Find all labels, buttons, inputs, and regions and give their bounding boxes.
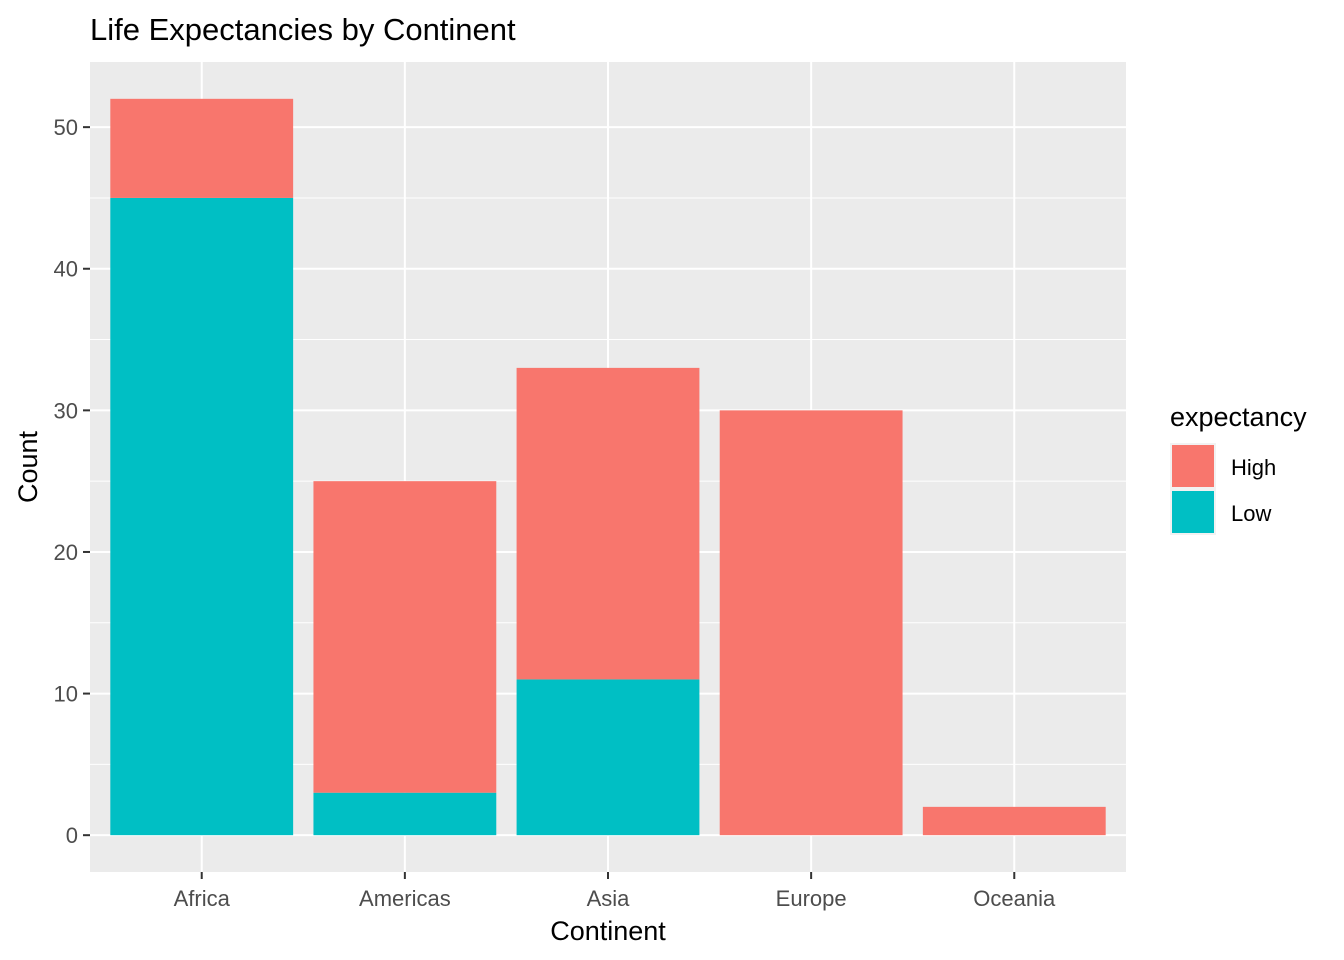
- y-tick-label: 0: [66, 823, 78, 848]
- legend: expectancy High Low: [1170, 402, 1307, 535]
- legend-swatch-low: [1172, 491, 1214, 533]
- bar-asia-high: [516, 367, 700, 680]
- x-tick-label: Africa: [174, 886, 231, 911]
- y-tick-label: 10: [54, 682, 78, 707]
- y-tick-label: 40: [54, 257, 78, 282]
- x-tick-label: Europe: [776, 886, 847, 911]
- bar-africa-low: [110, 197, 294, 836]
- y-tick-label: 30: [54, 398, 78, 423]
- x-tick-label: Asia: [587, 886, 631, 911]
- x-tick-label: Oceania: [973, 886, 1056, 911]
- bar-asia-low: [516, 679, 700, 836]
- bar-europe-high: [719, 410, 903, 836]
- legend-swatch-high: [1172, 445, 1214, 487]
- bar-oceania-high: [922, 806, 1106, 836]
- chart-title: Life Expectancies by Continent: [90, 12, 516, 47]
- legend-title: expectancy: [1170, 402, 1307, 432]
- bars: [110, 98, 1106, 836]
- x-axis: Africa Americas Asia Europe Oceania: [174, 872, 1056, 911]
- y-tick-label: 50: [54, 115, 78, 140]
- y-tick-label: 20: [54, 540, 78, 565]
- legend-label-high: High: [1231, 455, 1276, 480]
- x-tick-label: Americas: [359, 886, 451, 911]
- bar-americas-low: [313, 792, 497, 836]
- bar-africa-high: [110, 98, 294, 198]
- legend-label-low: Low: [1231, 501, 1271, 526]
- bar-americas-high: [313, 481, 497, 793]
- y-axis: 0 10 20 30 40 50: [54, 115, 90, 848]
- y-axis-title: Count: [13, 430, 43, 503]
- x-axis-title: Continent: [550, 916, 666, 946]
